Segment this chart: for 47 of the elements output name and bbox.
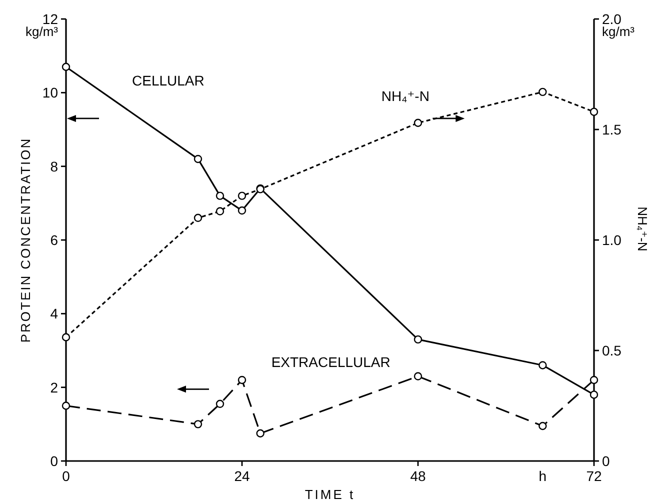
y2-axis-title: NH₄⁺-N — [635, 206, 650, 252]
x-tick-label: 24 — [234, 468, 250, 484]
x-tick-label: 48 — [410, 468, 426, 484]
text: kg/m³ — [602, 24, 636, 39]
point — [590, 108, 598, 116]
y-axis-title: PROTEIN CONCENTRATION — [18, 137, 33, 343]
y-tick-label: 2 — [50, 379, 58, 396]
point — [414, 335, 422, 344]
point — [194, 214, 202, 222]
point — [414, 372, 422, 380]
point — [62, 333, 70, 342]
point — [590, 376, 598, 384]
point — [62, 402, 70, 410]
point — [538, 422, 547, 430]
y-tick-label: 6 — [50, 232, 58, 248]
point — [216, 400, 224, 408]
y-tick-label: 8 — [50, 158, 58, 174]
series-label: EXTRACELLULAR — [271, 354, 390, 370]
point — [538, 88, 547, 96]
text: kg/m³ — [26, 24, 59, 39]
x-axis-title: TIME t — [304, 487, 356, 502]
y2-tick-label: 0.5 — [602, 342, 622, 358]
point — [414, 118, 422, 127]
series-label: CELLULAR — [132, 72, 204, 88]
y-tick-label: 12 — [42, 11, 58, 27]
y2-tick-label: 0 — [602, 453, 610, 469]
x-tick-label: 0 — [62, 468, 70, 484]
point — [238, 376, 246, 384]
y-tick-label: 10 — [42, 84, 58, 101]
y-tick-label: 4 — [50, 306, 58, 322]
point — [238, 192, 246, 200]
y2-tick-label: 2.0 — [602, 11, 622, 27]
point — [216, 207, 224, 216]
point — [256, 429, 264, 438]
point — [194, 154, 202, 164]
point — [62, 62, 70, 71]
series-label: NH₄⁺-N — [381, 88, 430, 104]
point — [538, 361, 547, 370]
point — [216, 192, 224, 200]
point — [590, 390, 598, 399]
y2-tick-label: 1.0 — [602, 232, 622, 248]
text: h — [538, 468, 547, 484]
y2-tick-label: 1.5 — [602, 122, 622, 138]
point — [194, 420, 202, 428]
y-tick-label: 0 — [50, 453, 58, 469]
point — [238, 206, 246, 215]
x-tick-label: 72 — [586, 468, 602, 484]
